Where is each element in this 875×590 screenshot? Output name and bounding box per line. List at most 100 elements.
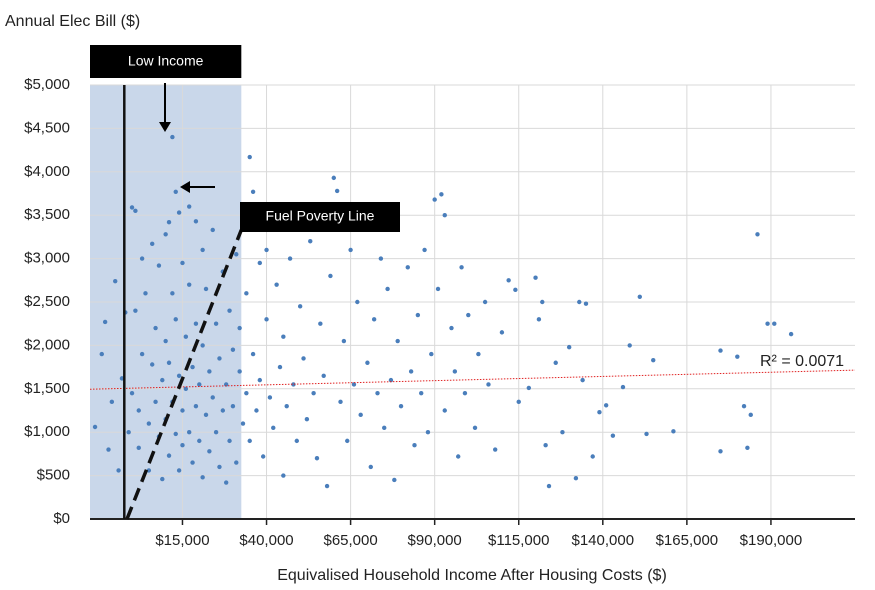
y-tick-label: $3,500 — [24, 206, 70, 223]
data-point — [213, 321, 219, 326]
data-point — [186, 204, 192, 209]
y-tick-label: $1,500 — [24, 380, 70, 397]
data-point — [197, 438, 202, 444]
data-point — [136, 445, 141, 451]
fuel-poverty-label: Fuel Poverty Line — [266, 208, 375, 224]
data-point — [203, 286, 209, 292]
data-point — [637, 294, 642, 299]
data-point — [452, 369, 458, 374]
data-point — [230, 403, 236, 409]
data-point — [566, 344, 572, 350]
data-point — [180, 408, 185, 413]
data-point — [176, 373, 182, 378]
data-point — [153, 399, 158, 405]
data-point — [533, 275, 538, 280]
data-point — [153, 325, 158, 331]
data-point — [341, 338, 347, 344]
y-tick-label: $5,000 — [24, 76, 70, 93]
data-point — [577, 299, 582, 305]
data-point — [186, 430, 192, 435]
data-point — [129, 390, 135, 396]
data-point — [765, 321, 770, 326]
data-point — [173, 317, 178, 322]
y-tick-label: $4,000 — [24, 163, 70, 180]
data-point — [482, 299, 488, 305]
data-point — [190, 460, 195, 465]
low-income-box — [90, 45, 242, 78]
data-point — [244, 390, 249, 396]
data-point — [250, 189, 256, 194]
data-point — [247, 154, 252, 160]
x-tick-label: $90,000 — [408, 532, 462, 549]
data-point — [133, 208, 138, 214]
data-point — [368, 464, 373, 470]
data-point — [580, 377, 585, 383]
data-point — [250, 351, 256, 357]
data-point — [735, 354, 740, 359]
data-point — [166, 453, 172, 458]
data-point — [143, 291, 148, 296]
data-point — [170, 291, 175, 296]
data-point — [190, 364, 195, 370]
data-point — [102, 319, 108, 325]
data-point — [294, 438, 300, 444]
data-point — [227, 308, 232, 313]
data-point — [755, 232, 760, 237]
data-point — [183, 386, 189, 391]
arrow-head — [180, 181, 190, 193]
data-point — [186, 282, 192, 287]
data-point — [193, 321, 199, 326]
data-point — [573, 476, 579, 481]
y-tick-label: $3,000 — [24, 250, 70, 267]
y-tick-label: $500 — [37, 467, 70, 484]
data-point — [308, 239, 313, 244]
data-point — [644, 431, 649, 437]
x-tick-label: $115,000 — [488, 532, 549, 549]
data-point — [651, 357, 656, 363]
data-point — [304, 416, 310, 422]
data-point — [237, 369, 242, 374]
data-point — [627, 343, 632, 348]
data-point — [223, 480, 229, 485]
data-point — [113, 278, 118, 284]
data-point — [415, 312, 421, 318]
data-point — [281, 473, 286, 478]
data-point — [439, 192, 444, 197]
data-point — [745, 445, 750, 451]
data-point — [398, 403, 404, 409]
y-tick-label: $0 — [53, 510, 70, 527]
data-point — [536, 317, 542, 322]
data-point — [264, 317, 269, 322]
data-point — [207, 369, 212, 374]
y-tick-label: $2,000 — [24, 336, 70, 353]
data-point — [324, 483, 330, 489]
data-point — [163, 232, 168, 237]
trendline-label: R² = 0.0071 — [760, 353, 844, 370]
data-point — [287, 256, 293, 261]
data-point — [442, 213, 447, 218]
data-point — [227, 438, 232, 444]
data-point — [193, 403, 199, 409]
data-point — [200, 247, 205, 253]
data-point — [176, 210, 182, 215]
data-point — [173, 189, 178, 194]
data-point — [429, 351, 434, 357]
data-point — [116, 468, 121, 473]
data-point — [193, 219, 199, 224]
data-point — [207, 449, 212, 454]
data-point — [234, 460, 239, 465]
data-point — [166, 219, 172, 225]
data-point — [492, 447, 498, 452]
data-point — [435, 286, 441, 292]
data-point — [718, 449, 723, 454]
data-point — [210, 227, 215, 233]
data-point — [311, 390, 316, 396]
data-point — [176, 468, 182, 473]
x-tick-label: $40,000 — [239, 532, 293, 549]
data-point — [230, 347, 236, 352]
data-point — [200, 475, 205, 480]
fuel-poverty-line — [125, 229, 243, 520]
data-point — [772, 321, 777, 326]
y-tick-label: $2,500 — [24, 293, 70, 310]
x-tick-label: $65,000 — [323, 532, 377, 549]
